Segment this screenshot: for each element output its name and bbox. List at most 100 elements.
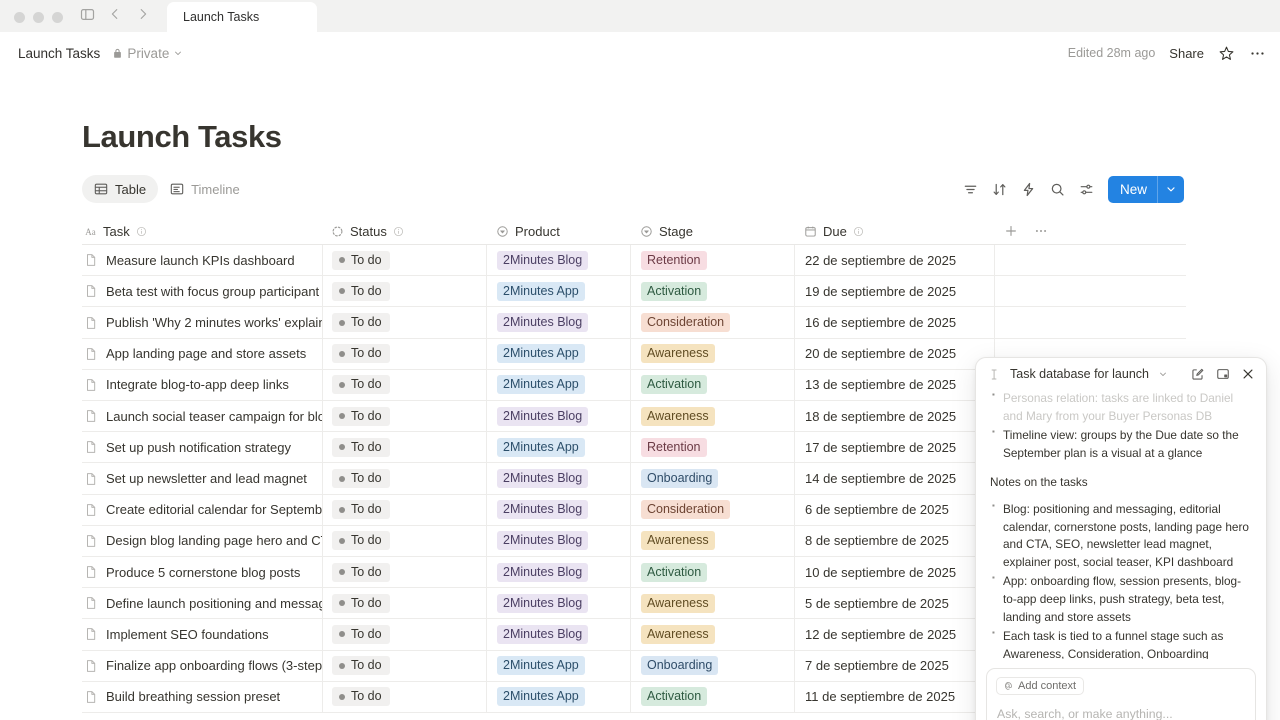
- cell-stage[interactable]: Activation: [630, 369, 794, 401]
- cell-status[interactable]: To do: [322, 650, 486, 681]
- table-row[interactable]: Set up newsletter and lead magnet To do 2M…: [82, 463, 1186, 495]
- breadcrumb-page[interactable]: Launch Tasks: [18, 45, 101, 61]
- settings-sliders-icon[interactable]: [1079, 182, 1094, 197]
- cell-task[interactable]: Publish 'Why 2 minutes works' explainer: [82, 307, 322, 337]
- chevron-down-icon[interactable]: [1158, 369, 1168, 379]
- cell-status[interactable]: To do: [322, 276, 486, 307]
- cell-stage[interactable]: Activation: [630, 681, 794, 712]
- cell-task[interactable]: Measure launch KPIs dashboard: [82, 245, 322, 275]
- table-row[interactable]: Implement SEO foundations To do 2Minutes B…: [82, 619, 1186, 651]
- cell-stage[interactable]: Activation: [630, 276, 794, 307]
- cell-status[interactable]: To do: [322, 494, 486, 525]
- cell-stage[interactable]: Consideration: [630, 307, 794, 338]
- cell-due[interactable]: 6 de septiembre de 2025: [794, 494, 994, 525]
- table-row[interactable]: Publish 'Why 2 minutes works' explainer T…: [82, 307, 1186, 339]
- cell-task[interactable]: Define launch positioning and messaging: [82, 588, 322, 618]
- cell-task[interactable]: Launch social teaser campaign for blog: [82, 401, 322, 431]
- cell-product[interactable]: 2Minutes App: [486, 369, 630, 401]
- cell-task[interactable]: Produce 5 cornerstone blog posts: [82, 557, 322, 587]
- table-row[interactable]: Build breathing session preset To do 2Minu…: [82, 681, 1186, 713]
- column-header-status[interactable]: Status: [322, 218, 486, 244]
- add-context-button[interactable]: Add context: [996, 676, 1085, 695]
- column-header-task[interactable]: Aa Task: [82, 218, 322, 244]
- cell-stage[interactable]: Retention: [630, 245, 794, 276]
- cell-due[interactable]: 10 de septiembre de 2025: [794, 556, 994, 588]
- cell-due[interactable]: 19 de septiembre de 2025: [794, 276, 994, 307]
- close-window-button[interactable]: [14, 12, 25, 23]
- cell-product[interactable]: 2Minutes Blog: [486, 245, 630, 276]
- table-row[interactable]: Design blog landing page hero and CTA To …: [82, 525, 1186, 557]
- cell-task[interactable]: Integrate blog-to-app deep links: [82, 370, 322, 400]
- cell-stage[interactable]: Onboarding: [630, 463, 794, 494]
- table-row[interactable]: Launch social teaser campaign for blog To…: [82, 401, 1186, 433]
- cell-product[interactable]: 2Minutes Blog: [486, 307, 630, 338]
- cell-task[interactable]: Beta test with focus group participant: [82, 276, 322, 306]
- cell-status[interactable]: To do: [322, 556, 486, 588]
- cell-status[interactable]: To do: [322, 432, 486, 463]
- cell-status[interactable]: To do: [322, 338, 486, 369]
- share-button[interactable]: Share: [1169, 45, 1204, 61]
- table-row[interactable]: Produce 5 cornerstone blog posts To do 2Mi…: [82, 556, 1186, 589]
- cell-due[interactable]: 20 de septiembre de 2025: [794, 338, 994, 369]
- window-traffic-lights[interactable]: [0, 12, 75, 32]
- cell-product[interactable]: 2Minutes Blog: [486, 494, 630, 525]
- cell-due[interactable]: 5 de septiembre de 2025: [794, 588, 994, 619]
- minimize-window-button[interactable]: [33, 12, 44, 23]
- cell-task[interactable]: App landing page and store assets: [82, 339, 322, 369]
- privacy-indicator[interactable]: Private: [112, 46, 183, 61]
- cell-due[interactable]: 13 de septiembre de 2025: [794, 369, 994, 401]
- table-row[interactable]: Beta test with focus group participant To…: [82, 276, 1186, 308]
- cell-product[interactable]: 2Minutes Blog: [486, 619, 630, 650]
- cell-stage[interactable]: Awareness: [630, 401, 794, 432]
- favorite-star-icon[interactable]: [1218, 45, 1235, 62]
- column-header-product[interactable]: Product: [486, 218, 630, 244]
- info-icon[interactable]: [853, 226, 864, 237]
- tab-timeline[interactable]: Timeline: [158, 175, 252, 203]
- table-row[interactable]: Integrate blog-to-app deep links To do 2Mi…: [82, 369, 1186, 402]
- cell-task[interactable]: Create editorial calendar for September: [82, 495, 322, 525]
- cell-product[interactable]: 2Minutes Blog: [486, 401, 630, 432]
- cell-product[interactable]: 2Minutes App: [486, 681, 630, 712]
- cell-status[interactable]: To do: [322, 525, 486, 556]
- cell-product[interactable]: 2Minutes Blog: [486, 588, 630, 619]
- cell-status[interactable]: To do: [322, 401, 486, 432]
- cell-product[interactable]: 2Minutes Blog: [486, 463, 630, 494]
- table-row[interactable]: App landing page and store assets To do 2M…: [82, 338, 1186, 370]
- more-options-icon[interactable]: [1249, 45, 1266, 62]
- add-column-icon[interactable]: [1004, 224, 1018, 238]
- browser-tab[interactable]: Launch Tasks: [167, 2, 317, 32]
- cell-product[interactable]: 2Minutes App: [486, 432, 630, 463]
- cell-task[interactable]: Build breathing session preset: [82, 682, 322, 712]
- maximize-window-button[interactable]: [52, 12, 63, 23]
- cell-due[interactable]: 7 de septiembre de 2025: [794, 650, 994, 681]
- cell-status[interactable]: To do: [322, 463, 486, 494]
- search-icon[interactable]: [1050, 182, 1065, 197]
- cell-status[interactable]: To do: [322, 307, 486, 338]
- cell-stage[interactable]: Consideration: [630, 494, 794, 525]
- cell-due[interactable]: 14 de septiembre de 2025: [794, 463, 994, 494]
- cell-task[interactable]: Set up newsletter and lead magnet: [82, 463, 322, 493]
- cell-status[interactable]: To do: [322, 245, 486, 276]
- cell-product[interactable]: 2Minutes App: [486, 276, 630, 307]
- automation-icon[interactable]: [1021, 182, 1036, 197]
- cell-stage[interactable]: Onboarding: [630, 650, 794, 681]
- cell-due[interactable]: 22 de septiembre de 2025: [794, 245, 994, 276]
- sidebar-toggle-icon[interactable]: [75, 3, 99, 25]
- cell-status[interactable]: To do: [322, 681, 486, 712]
- cell-due[interactable]: 18 de septiembre de 2025: [794, 401, 994, 432]
- cell-task[interactable]: Design blog landing page hero and CTA: [82, 526, 322, 556]
- cell-status[interactable]: To do: [322, 619, 486, 650]
- cell-due[interactable]: 8 de septiembre de 2025: [794, 525, 994, 556]
- cell-task[interactable]: Set up push notification strategy: [82, 432, 322, 462]
- table-row[interactable]: Measure launch KPIs dashboard To do 2Minut…: [82, 245, 1186, 277]
- cell-stage[interactable]: Retention: [630, 432, 794, 463]
- close-icon[interactable]: [1241, 367, 1255, 381]
- filter-icon[interactable]: [963, 182, 978, 197]
- cell-product[interactable]: 2Minutes Blog: [486, 556, 630, 588]
- cell-due[interactable]: 11 de septiembre de 2025: [794, 681, 994, 712]
- info-icon[interactable]: [393, 226, 404, 237]
- table-row[interactable]: Create editorial calendar for September T…: [82, 494, 1186, 526]
- cell-product[interactable]: 2Minutes App: [486, 650, 630, 681]
- cell-due[interactable]: 16 de septiembre de 2025: [794, 307, 994, 338]
- info-icon[interactable]: [136, 226, 147, 237]
